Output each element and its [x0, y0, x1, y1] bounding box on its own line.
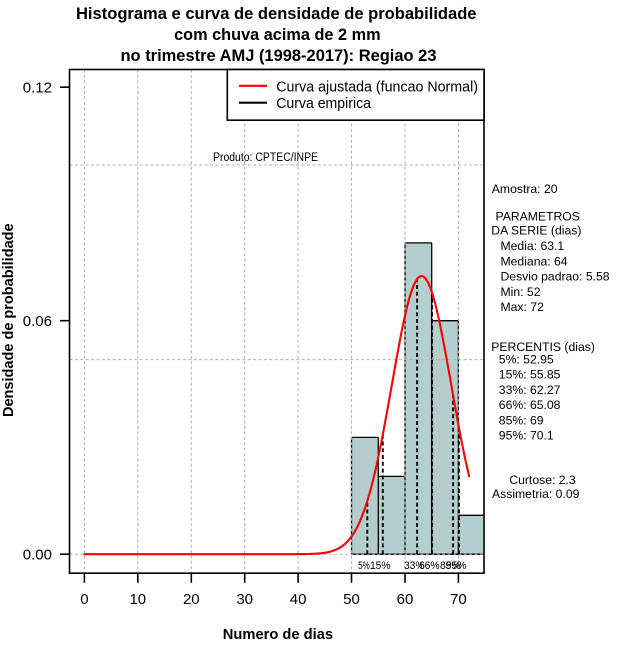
svg-text:66%: 66% [419, 560, 440, 572]
svg-text:0.00: 0.00 [23, 547, 52, 564]
svg-text:Produto: CPTEC/INPE: Produto: CPTEC/INPE [213, 152, 318, 164]
svg-text:30: 30 [236, 591, 253, 608]
svg-text:Amostra: 20: Amostra: 20 [492, 182, 558, 196]
svg-text:Media: 63.1: Media: 63.1 [501, 239, 565, 253]
svg-text:Curtose: 2.3: Curtose: 2.3 [509, 473, 576, 487]
svg-text:95%: 95% [446, 560, 467, 572]
svg-text:0.12: 0.12 [23, 80, 52, 97]
svg-text:0.06: 0.06 [23, 313, 52, 330]
svg-text:33%: 33% [404, 560, 425, 572]
svg-text:95%: 70.1: 95%: 70.1 [499, 429, 554, 443]
svg-text:70: 70 [450, 591, 467, 608]
svg-text:85%: 69: 85%: 69 [499, 413, 544, 427]
svg-text:PERCENTIS (dias): PERCENTIS (dias) [491, 340, 595, 354]
svg-text:5%: 52.95: 5%: 52.95 [499, 352, 554, 366]
svg-text:Densidade de probabilidade: Densidade de probabilidade [0, 223, 17, 417]
svg-text:Curva empirica: Curva empirica [276, 95, 371, 112]
svg-text:5%: 5% [358, 560, 370, 572]
svg-text:Assimetria: 0.09: Assimetria: 0.09 [492, 487, 580, 501]
svg-text:PARAMETROS: PARAMETROS [496, 210, 580, 224]
svg-text:85%: 85% [440, 560, 461, 572]
svg-text:66%: 65.08: 66%: 65.08 [499, 398, 561, 412]
svg-text:Min: 52: Min: 52 [501, 285, 541, 299]
svg-text:33%: 62.27: 33%: 62.27 [499, 383, 561, 397]
svg-text:com chuva acima de 2 mm: com chuva acima de 2 mm [174, 26, 381, 44]
svg-text:no trimestre AMJ (1998-2017):: no trimestre AMJ (1998-2017): Regiao 23 [121, 47, 437, 65]
svg-text:15%: 15% [370, 560, 391, 572]
svg-text:15%: 55.85: 15%: 55.85 [499, 368, 561, 382]
svg-text:DA SERIE (dias): DA SERIE (dias) [491, 224, 581, 238]
svg-text:Histograma e curva de densidad: Histograma e curva de densidade de proba… [76, 5, 477, 23]
svg-text:Max: 72: Max: 72 [501, 300, 545, 314]
svg-text:Curva ajustada (funcao Normal): Curva ajustada (funcao Normal) [276, 78, 478, 95]
svg-text:10: 10 [129, 591, 146, 608]
svg-text:Numero de dias: Numero de dias [223, 626, 333, 643]
svg-text:0: 0 [80, 591, 88, 608]
svg-text:60: 60 [397, 591, 414, 608]
svg-text:50: 50 [343, 591, 360, 608]
svg-text:Mediana: 64: Mediana: 64 [501, 254, 568, 268]
svg-text:Desvio padrao: 5.58: Desvio padrao: 5.58 [501, 270, 610, 284]
svg-text:40: 40 [290, 591, 307, 608]
svg-text:20: 20 [183, 591, 200, 608]
